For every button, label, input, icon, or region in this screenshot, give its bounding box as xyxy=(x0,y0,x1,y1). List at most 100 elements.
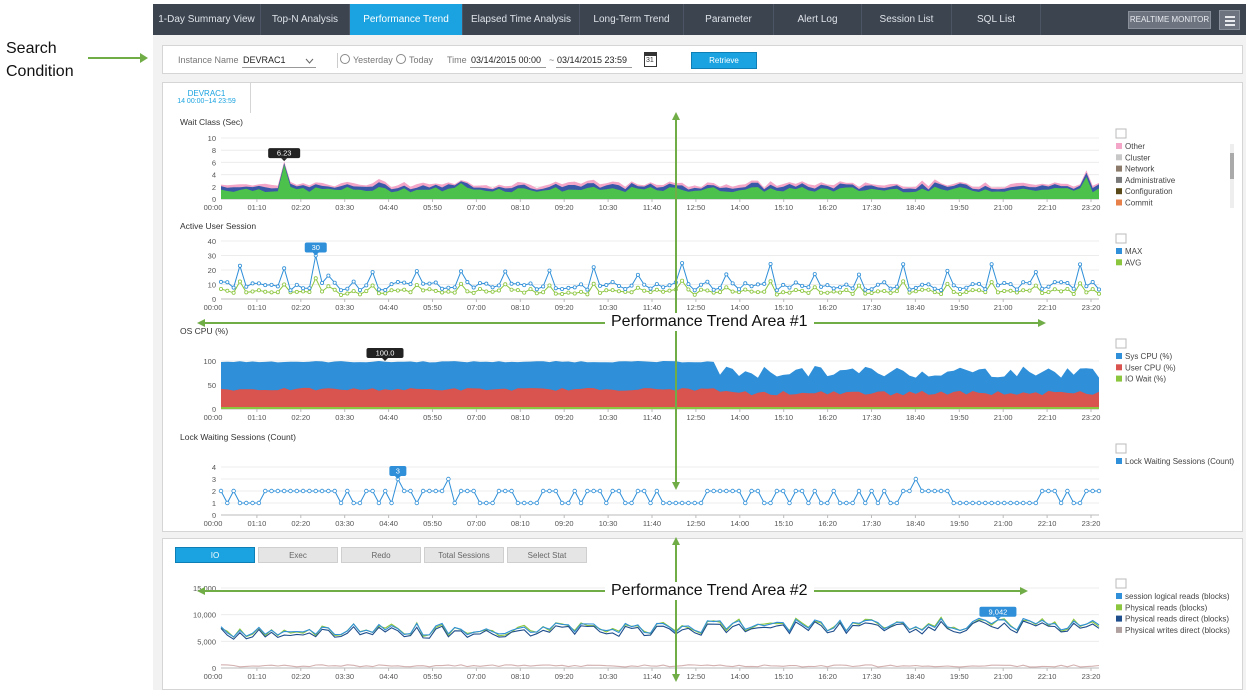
x-tick: 19:50 xyxy=(950,519,969,528)
x-tick: 01:10 xyxy=(248,672,267,681)
x-tick: 18:40 xyxy=(906,519,925,528)
y-tick: 6 xyxy=(212,158,216,167)
x-tick: 02:20 xyxy=(291,519,310,528)
x-tick: 12:50 xyxy=(687,303,706,312)
x-tick: 11:40 xyxy=(643,413,661,422)
nav-tab-elapsed-time-analysis[interactable]: Elapsed Time Analysis xyxy=(463,4,580,35)
x-tick: 02:20 xyxy=(291,672,310,681)
x-tick: 00:00 xyxy=(204,203,223,212)
io-legend: session logical reads (blocks) Physical r… xyxy=(1115,578,1230,635)
nav-tab-long-term-trend[interactable]: Long-Term Trend xyxy=(580,4,684,35)
io-tooltip: 9,042 xyxy=(979,606,1017,620)
svg-text:30: 30 xyxy=(312,243,320,252)
x-tick: 03:30 xyxy=(335,203,354,212)
x-tick: 12:50 xyxy=(687,519,706,528)
nav-tab-sql-list[interactable]: SQL List xyxy=(952,4,1041,35)
nav-tab-session-list[interactable]: Session List xyxy=(862,4,952,35)
x-tick: 12:50 xyxy=(687,672,706,681)
legend-item[interactable]: Physical reads (blocks) xyxy=(1125,603,1208,612)
subtab-select-stat[interactable]: Select Stat xyxy=(507,547,587,563)
x-tick: 02:20 xyxy=(291,303,310,312)
x-tick: 09:20 xyxy=(555,672,574,681)
legend-scrollbar[interactable] xyxy=(1230,153,1234,179)
nav-tab-alert-log[interactable]: Alert Log xyxy=(774,4,862,35)
legend-item[interactable]: Cluster xyxy=(1125,153,1151,162)
menu-icon[interactable] xyxy=(1219,10,1240,30)
legend-item[interactable]: Physical writes direct (blocks) xyxy=(1125,626,1230,635)
today-radio[interactable] xyxy=(396,54,406,64)
nav-tab-parameter[interactable]: Parameter xyxy=(684,4,774,35)
x-tick: 08:10 xyxy=(511,303,530,312)
y-tick: 15,000 xyxy=(193,584,216,593)
legend-toggle-icon[interactable] xyxy=(1115,338,1127,349)
legend-swatch xyxy=(1116,615,1122,622)
legend-item[interactable]: session logical reads (blocks) xyxy=(1125,592,1230,601)
x-tick: 15:10 xyxy=(774,413,793,422)
x-tick: 00:00 xyxy=(204,303,223,312)
chart-title-wait-class: Wait Class (Sec) xyxy=(180,117,243,127)
x-tick: 17:30 xyxy=(862,303,881,312)
x-tick: 03:30 xyxy=(335,519,354,528)
x-tick: 23:20 xyxy=(1082,203,1101,212)
performance-trend-area-2: IO Exec Redo Total Sessions Select Stat 15,0… xyxy=(162,538,1243,690)
legend-item[interactable]: Network xyxy=(1125,165,1155,174)
nav-tab-top-n-analysis[interactable]: Top-N Analysis xyxy=(261,4,350,35)
time-from-input[interactable]: 03/14/2015 00:00 xyxy=(471,55,542,65)
legend-swatch xyxy=(1116,604,1122,611)
calendar-day: 31 xyxy=(646,57,654,64)
legend-item[interactable]: User CPU (%) xyxy=(1125,363,1176,372)
subtab-exec[interactable]: Exec xyxy=(258,547,338,563)
legend-item[interactable]: Physical reads direct (blocks) xyxy=(1125,615,1229,624)
realtime-monitor-button[interactable]: REALTIME MONITOR xyxy=(1128,11,1211,29)
x-tick: 03:30 xyxy=(335,413,354,422)
legend-toggle-icon[interactable] xyxy=(1115,578,1127,589)
nav-tab-performance-trend[interactable]: Performance Trend xyxy=(350,4,463,35)
legend-item[interactable]: IO Wait (%) xyxy=(1125,375,1166,384)
nav-tab-1-day-summary-view[interactable]: 1-Day Summary View xyxy=(153,4,261,35)
legend-item[interactable]: Other xyxy=(1125,142,1145,151)
instance-select[interactable]: DEVRAC1 xyxy=(243,55,286,65)
x-tick: 23:20 xyxy=(1082,519,1101,528)
x-tick: 02:20 xyxy=(291,413,310,422)
legend-item[interactable]: Sys CPU (%) xyxy=(1125,352,1172,361)
chevron-down-icon[interactable] xyxy=(305,58,314,64)
y-tick: 50 xyxy=(208,381,216,390)
time-to-input[interactable]: 03/14/2015 23:59 xyxy=(557,55,628,65)
lock-waiting-legend: Lock Waiting Sessions (Count) xyxy=(1115,443,1234,466)
legend-item[interactable]: Administrative xyxy=(1125,176,1176,185)
x-tick: 15:10 xyxy=(774,203,793,212)
x-tick: 18:40 xyxy=(906,413,925,422)
x-tick: 21:00 xyxy=(994,672,1013,681)
io-chart: 15,000 10,000 5,000 000:00 01:10 02:20 03:30 04… xyxy=(193,578,1230,681)
legend-swatch xyxy=(1116,188,1122,195)
legend-item[interactable]: Configuration xyxy=(1125,187,1173,196)
x-tick: 09:20 xyxy=(555,203,574,212)
instance-tab-name: DEVRAC1 xyxy=(187,89,226,98)
top-nav: 1-Day Summary View Top-N Analysis Performa… xyxy=(153,4,1246,35)
legend-toggle-icon[interactable] xyxy=(1115,443,1127,454)
y-tick: 4 xyxy=(212,171,216,180)
calendar-icon[interactable]: 31 xyxy=(644,52,657,67)
legend-item[interactable]: AVG xyxy=(1125,258,1141,267)
yesterday-radio[interactable] xyxy=(340,54,350,64)
retrieve-button[interactable]: Retrieve xyxy=(691,52,757,69)
x-tick: 19:50 xyxy=(950,303,969,312)
legend-toggle-icon[interactable] xyxy=(1115,128,1127,139)
subtab-redo[interactable]: Redo xyxy=(341,547,421,563)
x-tick: 14:00 xyxy=(730,413,749,422)
x-tick: 01:10 xyxy=(248,519,267,528)
legend-item[interactable]: Lock Waiting Sessions (Count) xyxy=(1125,457,1234,466)
instance-name-label: Instance Name xyxy=(178,55,239,65)
x-tick: 07:00 xyxy=(467,303,486,312)
app-window: 1-Day Summary View Top-N Analysis Performa… xyxy=(153,4,1246,690)
instance-tab[interactable]: DEVRAC1 14 00:00~14 23:59 xyxy=(163,83,251,113)
legend-item[interactable]: Commit xyxy=(1125,199,1153,208)
instance-tab-range: 14 00:00~14 23:59 xyxy=(177,98,236,105)
x-tick: 04:40 xyxy=(379,413,398,422)
subtab-io[interactable]: IO xyxy=(175,547,255,563)
x-tick: 07:00 xyxy=(467,672,486,681)
annotation-area-1: Performance Trend Area #1 xyxy=(605,313,814,331)
subtab-total-sessions[interactable]: Total Sessions xyxy=(424,547,504,563)
legend-item[interactable]: MAX xyxy=(1125,247,1143,256)
legend-toggle-icon[interactable] xyxy=(1115,233,1127,244)
